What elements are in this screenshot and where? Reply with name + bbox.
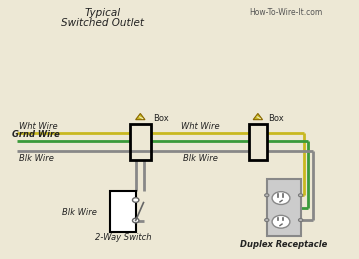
Text: Typical: Typical xyxy=(85,8,121,18)
Circle shape xyxy=(132,218,139,223)
Text: Box: Box xyxy=(153,114,168,123)
Polygon shape xyxy=(253,113,262,120)
Circle shape xyxy=(298,219,303,222)
Text: 2-Way Switch: 2-Way Switch xyxy=(95,233,151,242)
Text: Wht Wire: Wht Wire xyxy=(181,122,219,131)
Text: Blk Wire: Blk Wire xyxy=(62,208,97,217)
Text: Blk Wire: Blk Wire xyxy=(19,154,54,163)
Circle shape xyxy=(272,215,290,228)
Circle shape xyxy=(132,198,139,202)
Text: How-To-Wire-It.com: How-To-Wire-It.com xyxy=(250,8,323,17)
Circle shape xyxy=(272,192,290,204)
Text: Grnd Wire: Grnd Wire xyxy=(12,131,60,139)
Circle shape xyxy=(298,194,303,197)
Bar xyxy=(110,191,136,232)
Bar xyxy=(267,179,300,236)
Text: Box: Box xyxy=(268,114,284,123)
Text: Blk Wire: Blk Wire xyxy=(182,154,218,163)
Circle shape xyxy=(265,194,269,197)
Bar xyxy=(130,124,151,160)
Polygon shape xyxy=(136,113,145,120)
Circle shape xyxy=(265,219,269,222)
Text: Wht Wire: Wht Wire xyxy=(19,122,58,131)
Bar xyxy=(249,124,267,160)
Text: Switched Outlet: Switched Outlet xyxy=(61,18,144,28)
Text: Duplex Receptacle: Duplex Receptacle xyxy=(240,240,327,249)
